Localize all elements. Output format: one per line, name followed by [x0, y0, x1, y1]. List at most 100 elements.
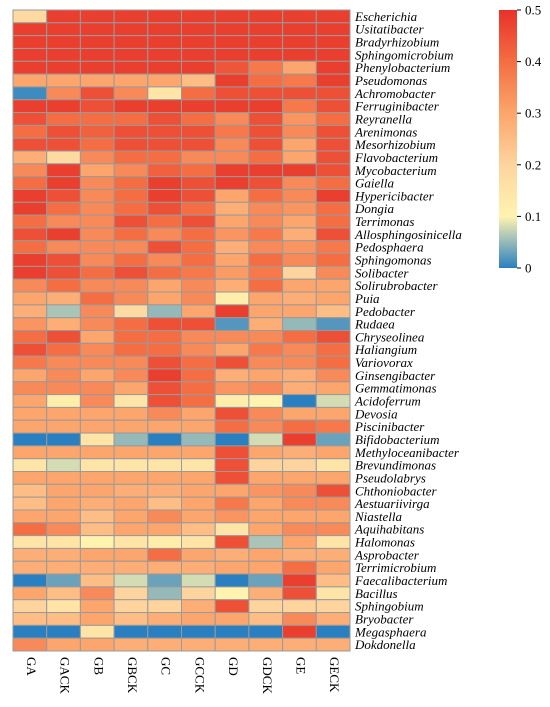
heatmap-cell — [248, 35, 284, 49]
heatmap-cell — [315, 60, 351, 75]
heatmap-cell — [147, 458, 183, 473]
heatmap-cell — [214, 471, 250, 485]
heatmap-cell — [248, 176, 284, 190]
heatmap-cell — [12, 522, 48, 537]
heatmap-cell — [12, 406, 48, 421]
row-label: Ginsengibacter — [355, 368, 436, 383]
heatmap-cell — [248, 599, 284, 614]
row-label: Solibacter — [355, 265, 409, 280]
heatmap-cell — [315, 406, 351, 421]
heatmap-cell — [79, 458, 115, 473]
heatmap-cell — [181, 112, 216, 126]
heatmap-cell — [315, 483, 351, 498]
heatmap-cell — [46, 291, 81, 306]
heatmap-cell — [282, 330, 317, 344]
heatmap-cell — [147, 522, 183, 537]
row-label: Phenylobacterium — [354, 60, 450, 75]
heatmap-cell — [113, 573, 149, 588]
heatmap-cells — [12, 9, 351, 652]
heatmap-cell — [113, 265, 149, 280]
heatmap-cell — [181, 137, 216, 152]
heatmap-cell — [79, 214, 115, 229]
row-label: Pseudolabrys — [354, 470, 426, 485]
heatmap-cell — [79, 188, 115, 203]
heatmap-cell — [113, 35, 149, 49]
heatmap-cell — [315, 419, 351, 434]
heatmap-cell — [282, 278, 317, 293]
heatmap-cell — [315, 163, 351, 178]
heatmap-cell — [79, 86, 115, 101]
heatmap-cell — [46, 573, 81, 588]
heatmap-cell — [79, 291, 115, 306]
heatmap-cell — [113, 278, 149, 293]
heatmap-cell — [181, 317, 216, 331]
heatmap-cell — [248, 419, 284, 434]
heatmap-cell — [46, 163, 81, 178]
colorbar-gradient — [499, 10, 517, 268]
heatmap-cell — [282, 176, 317, 190]
heatmap-cell — [315, 22, 351, 37]
heatmap-cell — [113, 73, 149, 88]
heatmap-cell — [248, 9, 284, 24]
heatmap-cell — [79, 586, 115, 601]
row-label: Gemmatimonas — [355, 381, 437, 396]
heatmap-cell — [248, 355, 284, 370]
heatmap-cell — [214, 227, 250, 242]
heatmap-cell — [79, 265, 115, 280]
heatmap-cell — [147, 47, 183, 62]
heatmap-cell — [12, 509, 48, 524]
heatmap-cell — [315, 9, 351, 24]
heatmap-cell — [79, 47, 115, 62]
heatmap-cell — [46, 86, 81, 101]
heatmap-cell — [282, 22, 317, 37]
heatmap-cell — [181, 342, 216, 357]
heatmap-cell — [12, 188, 48, 203]
heatmap-cell — [315, 201, 351, 216]
heatmap-cell — [79, 624, 115, 639]
heatmap-cell — [315, 137, 351, 152]
heatmap-cell — [79, 342, 115, 357]
heatmap-cell — [113, 291, 149, 306]
column-label: GACK — [58, 657, 73, 694]
heatmap-cell — [214, 560, 250, 575]
heatmap-cell — [181, 355, 216, 370]
heatmap-cell — [147, 201, 183, 216]
heatmap-cell — [282, 445, 317, 460]
heatmap-cell — [315, 599, 351, 614]
row-label: Sphingomicrobium — [355, 47, 453, 62]
heatmap-cell — [79, 278, 115, 293]
heatmap-cell — [315, 214, 351, 229]
heatmap-cell — [113, 163, 149, 178]
heatmap-cell — [282, 214, 317, 229]
heatmap-cell — [282, 201, 317, 216]
row-label: Aestuariivirga — [354, 496, 430, 511]
heatmap-cell — [113, 188, 149, 203]
heatmap-cell — [147, 253, 183, 267]
heatmap-cell — [214, 573, 250, 588]
heatmap-cell — [79, 137, 115, 152]
heatmap-cell — [113, 60, 149, 75]
row-label: Niastella — [354, 509, 402, 524]
heatmap-cell — [282, 291, 317, 306]
heatmap-cell — [282, 240, 317, 255]
heatmap-cell — [248, 586, 284, 601]
heatmap-cell — [12, 317, 48, 331]
row-label: Achromobacter — [354, 86, 436, 101]
heatmap-cell — [79, 419, 115, 434]
heatmap-cell — [282, 381, 317, 396]
heatmap-cell — [46, 368, 81, 383]
heatmap-cell — [147, 419, 183, 434]
heatmap-cell — [315, 458, 351, 473]
heatmap-cell — [214, 612, 250, 626]
heatmap-cell — [181, 99, 216, 114]
heatmap-cell — [181, 637, 216, 652]
row-label: Faecalibacterium — [354, 573, 447, 588]
heatmap-cell — [79, 471, 115, 485]
heatmap-cell — [113, 355, 149, 370]
heatmap-cell — [46, 35, 81, 49]
heatmap-cell — [79, 124, 115, 139]
colorbar-tick-label: 0.3 — [525, 106, 541, 121]
heatmap-cell — [79, 522, 115, 537]
heatmap-cell — [12, 355, 48, 370]
colorbar-tick-label: 0.4 — [525, 54, 542, 69]
